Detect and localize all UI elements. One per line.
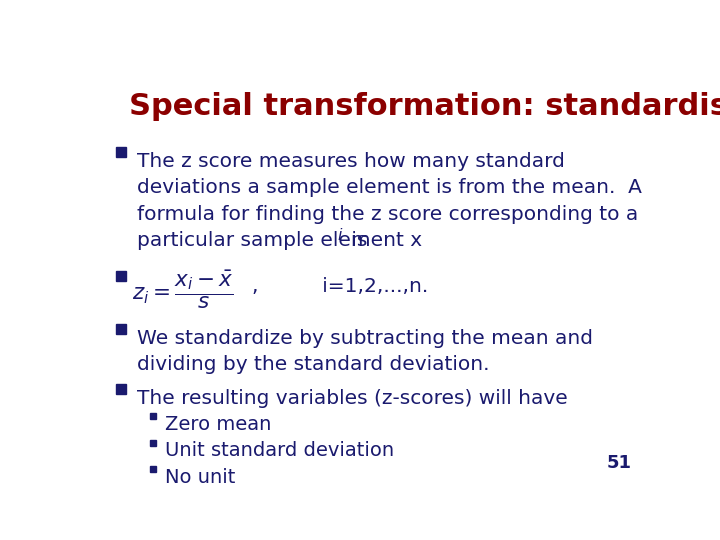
Text: We standardize by subtracting the mean and: We standardize by subtracting the mean a… <box>138 329 593 348</box>
Text: is: is <box>345 231 367 249</box>
Text: $z_i = \dfrac{x_i - \bar{x}}{s}$: $z_i = \dfrac{x_i - \bar{x}}{s}$ <box>132 268 233 311</box>
Text: particular sample element x: particular sample element x <box>138 231 423 249</box>
Text: The resulting variables (z-scores) will have: The resulting variables (z-scores) will … <box>138 389 568 408</box>
Text: No unit: No unit <box>166 468 235 487</box>
Text: Special transformation: standardisation: Special transformation: standardisation <box>129 92 720 121</box>
Text: deviations a sample element is from the mean.  A: deviations a sample element is from the … <box>138 178 642 197</box>
Text: Zero mean: Zero mean <box>166 415 271 434</box>
Text: i: i <box>337 228 342 243</box>
Text: The z score measures how many standard: The z score measures how many standard <box>138 152 565 171</box>
Text: Unit standard deviation: Unit standard deviation <box>166 441 395 461</box>
Text: ,          i=1,2,...,n.: , i=1,2,...,n. <box>252 277 428 296</box>
Text: dividing by the standard deviation.: dividing by the standard deviation. <box>138 355 490 374</box>
Text: 51: 51 <box>606 454 631 472</box>
Text: formula for finding the z score corresponding to a: formula for finding the z score correspo… <box>138 205 639 224</box>
